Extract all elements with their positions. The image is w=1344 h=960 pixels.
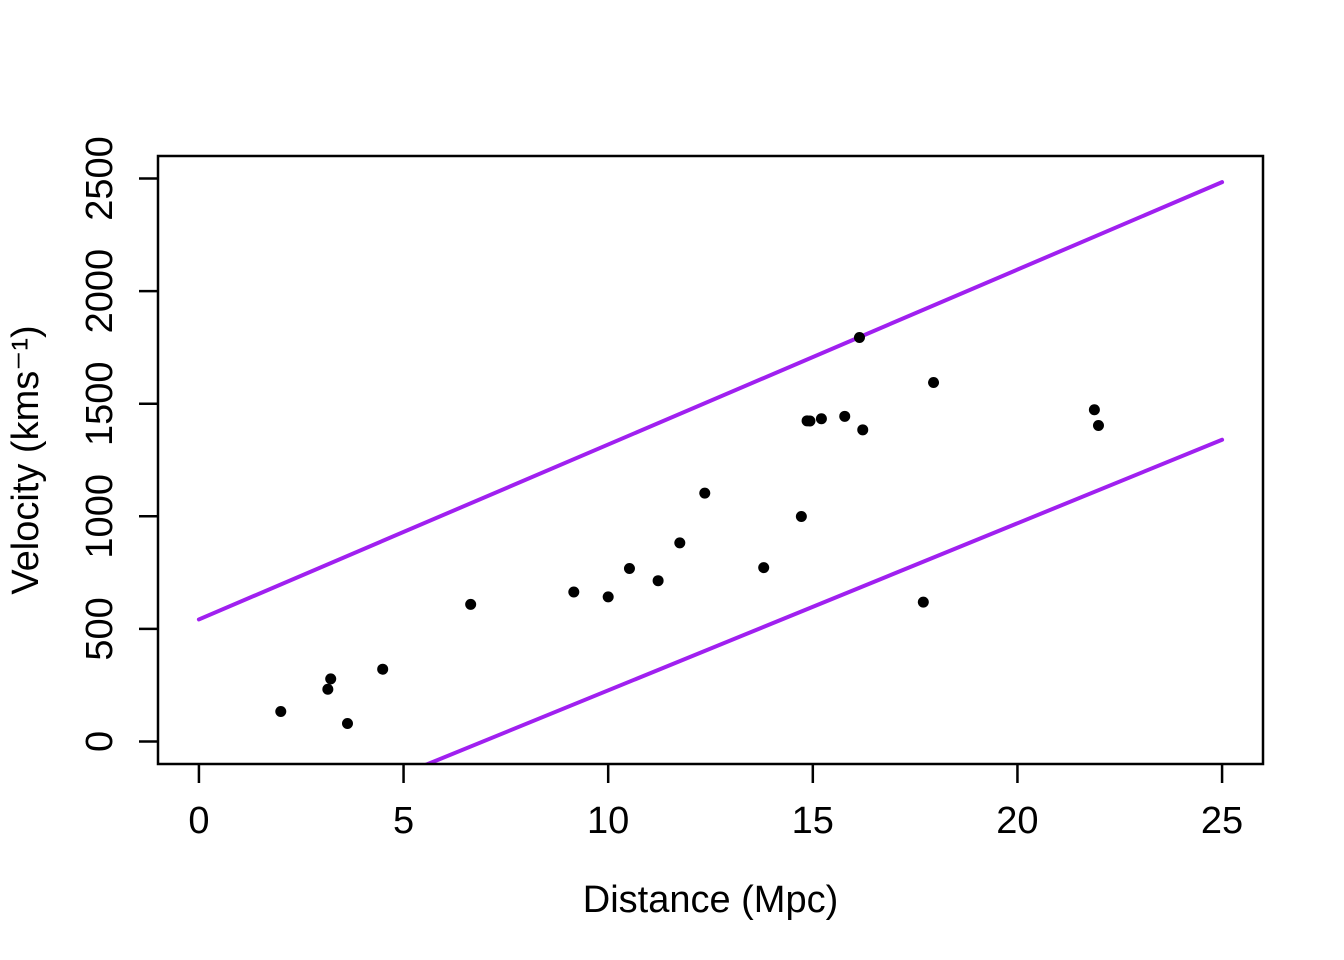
data-point bbox=[795, 511, 807, 523]
y-tick-label: 1500 bbox=[79, 361, 121, 446]
data-point bbox=[839, 410, 851, 422]
data-point bbox=[623, 563, 635, 575]
prediction-bands bbox=[196, 180, 1225, 764]
data-point bbox=[325, 673, 337, 685]
y-axis-title: Velocity (kms⁻¹) bbox=[5, 325, 47, 594]
plot-box bbox=[156, 154, 1265, 766]
data-point bbox=[602, 591, 614, 603]
y-tick-label: 2500 bbox=[79, 136, 121, 221]
x-tick-label: 15 bbox=[792, 800, 834, 842]
x-axis-ticks bbox=[197, 764, 1224, 783]
data-point bbox=[377, 663, 389, 675]
data-point bbox=[674, 537, 686, 549]
data-point bbox=[804, 415, 816, 427]
x-tick-label: 10 bbox=[587, 800, 629, 842]
x-axis-title: Distance (Mpc) bbox=[583, 879, 839, 921]
data-point bbox=[568, 586, 580, 598]
x-tick-label: 0 bbox=[188, 800, 209, 842]
x-tick-label: 20 bbox=[996, 800, 1038, 842]
data-point bbox=[853, 331, 865, 343]
data-point bbox=[1092, 420, 1104, 432]
x-axis-tick-labels: 0 5 10 15 20 25 bbox=[188, 800, 1243, 842]
data-point bbox=[322, 683, 334, 695]
data-point bbox=[1088, 404, 1100, 416]
y-tick-label: 2000 bbox=[79, 249, 121, 334]
data-point bbox=[699, 487, 711, 499]
upper-prediction-band bbox=[196, 180, 1225, 622]
y-tick-label: 1000 bbox=[79, 474, 121, 559]
y-axis-tick-labels: 0 500 1000 1500 2000 2500 bbox=[79, 136, 121, 752]
y-tick-label: 0 bbox=[79, 731, 121, 752]
data-point bbox=[815, 413, 827, 425]
data-point bbox=[928, 377, 940, 389]
data-point bbox=[917, 596, 929, 608]
y-axis-ticks bbox=[139, 177, 158, 743]
y-tick-label: 500 bbox=[79, 597, 121, 660]
data-points bbox=[275, 331, 1104, 729]
data-point bbox=[275, 706, 287, 718]
x-tick-label: 5 bbox=[393, 800, 414, 842]
data-point bbox=[758, 562, 770, 574]
data-point bbox=[652, 575, 664, 587]
data-point bbox=[465, 598, 477, 610]
data-point bbox=[857, 424, 869, 436]
x-tick-label: 25 bbox=[1201, 800, 1243, 842]
data-point bbox=[341, 717, 353, 729]
lower-prediction-band bbox=[422, 437, 1225, 764]
